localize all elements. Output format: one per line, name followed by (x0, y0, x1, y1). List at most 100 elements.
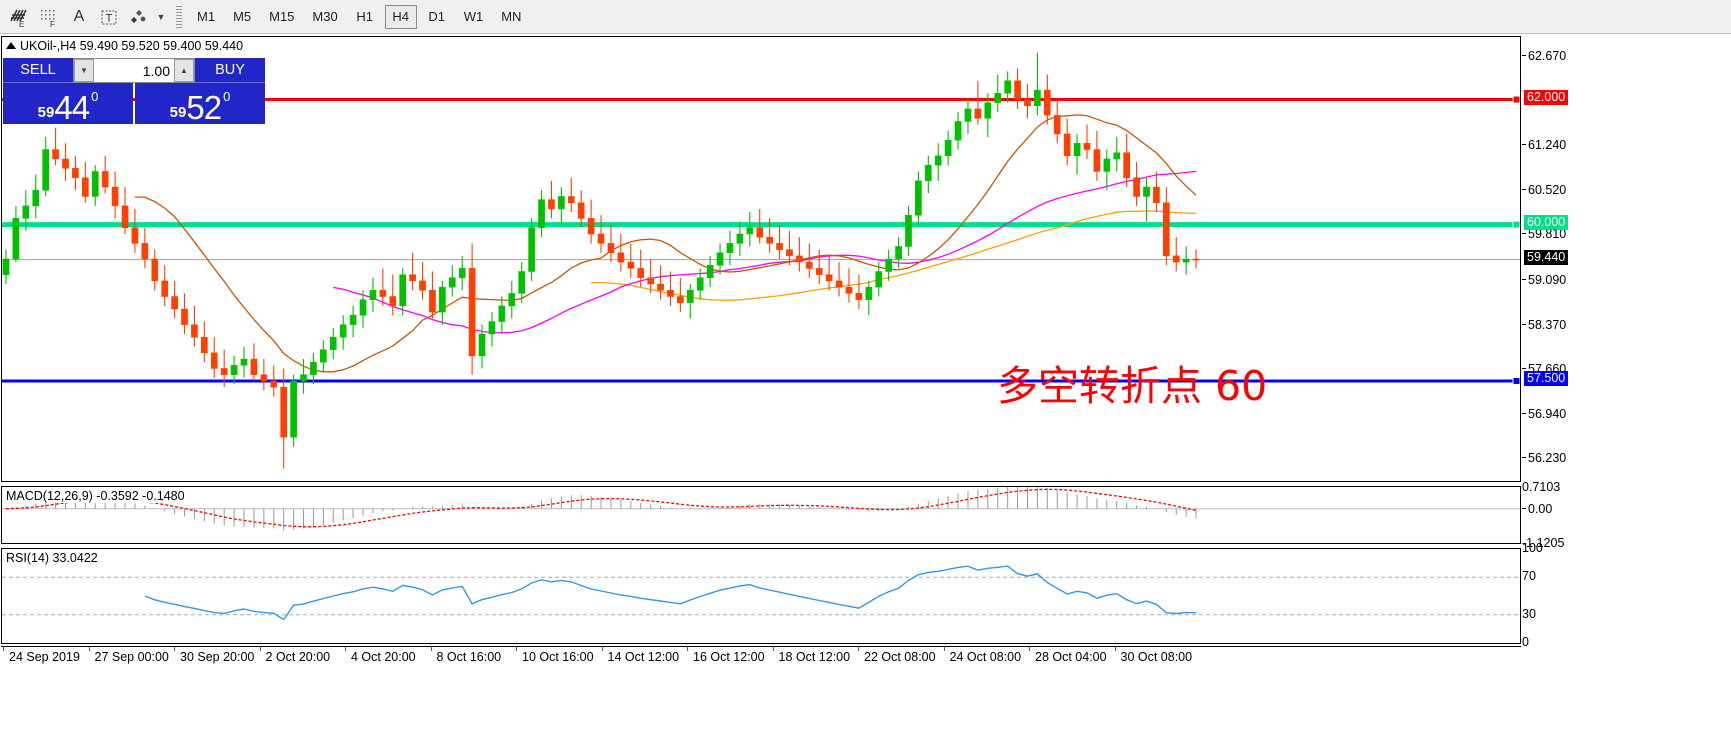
timeframe-h4[interactable]: H4 (384, 4, 417, 29)
macd-indicator-pane[interactable] (1, 486, 1521, 544)
candlestick (845, 268, 853, 303)
candlestick (786, 230, 793, 266)
candlestick (1053, 99, 1061, 144)
svg-text:F: F (50, 20, 55, 28)
time-axis-tick: 10 Oct 16:00 (516, 646, 594, 664)
sell-price-display[interactable]: 59 44 0 (3, 83, 133, 124)
one-click-trading-panel[interactable]: SELL ▼ 1.00 ▲ BUY 59 44 0 59 52 0 (3, 58, 265, 124)
resistance-level-badge[interactable]: 62.000 (1524, 89, 1569, 105)
candlestick (151, 249, 159, 291)
shapes-tool-icon[interactable] (124, 4, 154, 30)
candlestick (488, 312, 496, 347)
candlestick (280, 368, 288, 469)
timeframe-m15[interactable]: M15 (262, 5, 301, 29)
text-tool-icon[interactable]: A (73, 7, 85, 25)
candlestick (905, 205, 912, 256)
candlestick (974, 80, 982, 125)
candlestick (201, 321, 208, 363)
candlestick (1014, 68, 1021, 109)
level-drag-handle-pivot[interactable] (1512, 220, 1520, 229)
timeframe-m1-label: M1 (197, 9, 216, 24)
timeframe-d1-label: D1 (428, 9, 446, 24)
timeframe-m30[interactable]: M30 (305, 5, 344, 29)
text-label-icon[interactable]: T (94, 4, 124, 30)
volume-input[interactable]: 1.00 (94, 59, 174, 82)
toolbar-grip[interactable] (176, 5, 182, 28)
candlestick (1034, 52, 1041, 116)
price-axis[interactable]: 62.670 61.240 60.520 59.810 59.090 58.370 57.6… (1522, 36, 1731, 649)
candlestick (677, 277, 684, 313)
timeframe-w1-label: W1 (463, 9, 484, 24)
candlestick (439, 280, 446, 325)
time-axis-tick: 27 Sep 00:00 (88, 646, 169, 664)
price-chart-canvas[interactable] (2, 37, 1520, 481)
timeframe-mn[interactable]: MN (494, 5, 528, 29)
candlestick (994, 74, 1002, 113)
candlestick (498, 296, 506, 335)
candlestick (944, 130, 952, 166)
candlestick (141, 227, 149, 269)
candlestick (508, 280, 516, 319)
time-axis[interactable]: 24 Sep 2019 27 Sep 00:00 30 Sep 20:00 2 Oct… (1, 646, 1521, 674)
time-axis-tick: 14 Oct 12:00 (601, 646, 680, 664)
volume-stepper[interactable]: ▼ 1.00 ▲ (73, 58, 195, 83)
caret-up-icon: ▲ (180, 66, 188, 75)
price-axis-tick: 62.670 (1522, 49, 1566, 63)
fibonacci-grid-icon[interactable]: F (34, 4, 64, 30)
price-axis-tick-label: 61.240 (1528, 138, 1567, 153)
macd-axis-tick: 0.00 (1522, 502, 1552, 516)
candlestick (647, 259, 654, 294)
timeframe-d1[interactable]: D1 (421, 5, 453, 29)
candlestick (161, 265, 169, 306)
pivot-level-badge[interactable]: 60.000 (1524, 214, 1569, 230)
candlestick (865, 280, 873, 316)
candlestick (637, 249, 645, 288)
candlestick (825, 255, 833, 291)
chart-annotation-text[interactable]: 多空转折点 60 (997, 362, 1268, 410)
candlestick (389, 274, 397, 316)
candlestick (230, 355, 238, 385)
timeframe-m1[interactable]: M1 (190, 5, 222, 29)
candlestick (191, 305, 198, 347)
rsi-indicator-pane[interactable] (1, 548, 1521, 644)
candlestick (1192, 249, 1200, 269)
price-axis-tick: 59.090 (1522, 273, 1566, 287)
candlestick (1004, 71, 1011, 103)
shapes-dropdown-caret-icon[interactable]: ▼ (154, 4, 170, 30)
candlestick (2, 249, 10, 285)
macd-axis-tick: -1.1205 (1522, 536, 1564, 550)
timeframe-m5[interactable]: M5 (226, 5, 258, 29)
candlestick (468, 243, 476, 375)
timeframe-h1-label: H1 (356, 9, 374, 24)
candlestick (587, 199, 595, 244)
chart-title: UKOil-,H4 59.490 59.520 59.400 59.440 (6, 39, 243, 53)
buy-button[interactable]: BUY (195, 58, 265, 83)
candlestick (696, 268, 704, 300)
timeframe-w1[interactable]: W1 (457, 5, 491, 29)
candlestick (1073, 133, 1081, 175)
candlestick (607, 224, 615, 263)
candlestick (746, 212, 754, 247)
level-drag-handle-resistance[interactable] (1512, 95, 1520, 104)
rsi-axis-tick: 70 (1522, 569, 1536, 583)
last-price-badge[interactable]: 59.440 (1524, 249, 1569, 265)
buy-price-display[interactable]: 59 52 0 (135, 83, 265, 124)
price-axis-tick-label: 56.940 (1528, 406, 1567, 421)
candlestick (220, 349, 228, 388)
candlestick (42, 137, 49, 197)
volume-increase-button[interactable]: ▲ (174, 59, 194, 82)
expert-advisors-icon[interactable]: E (4, 4, 34, 30)
candlestick (181, 293, 188, 335)
moving-average-ma-magenta (333, 170, 1197, 334)
candlestick (815, 249, 823, 285)
sell-button[interactable]: SELL (3, 58, 73, 83)
price-axis-tick-label: 60.520 (1528, 183, 1567, 198)
candlestick (448, 265, 456, 297)
volume-decrease-button[interactable]: ▼ (74, 59, 94, 82)
collapse-arrow-icon[interactable] (6, 42, 16, 49)
svg-text:E: E (19, 20, 24, 28)
macd-axis-tick-label: 0.00 (1528, 501, 1553, 516)
timeframe-h1[interactable]: H1 (349, 5, 381, 29)
support-level-badge[interactable]: 57.500 (1524, 370, 1569, 386)
level-drag-handle-support[interactable] (1512, 376, 1520, 385)
